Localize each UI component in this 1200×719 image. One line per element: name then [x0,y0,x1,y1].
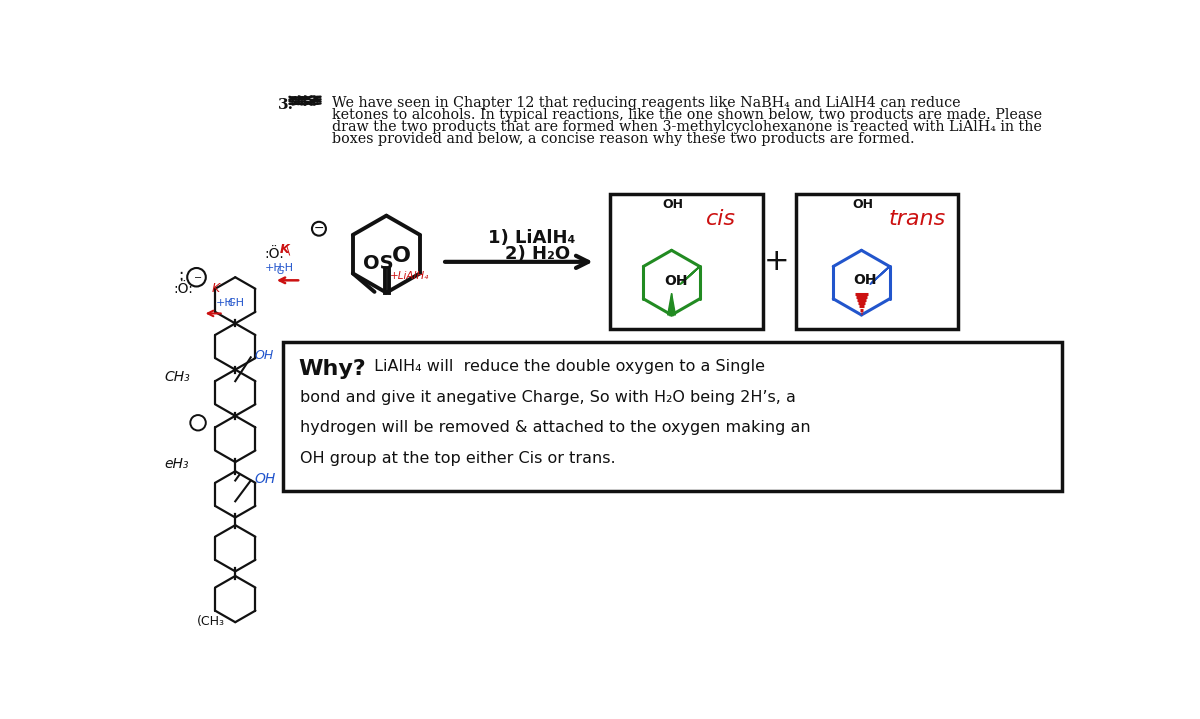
Bar [283,342,1062,490]
Text: :Ö:: :Ö: [173,282,193,296]
Text: K: K [212,282,221,295]
Text: ·: · [179,271,184,289]
Circle shape [187,268,206,286]
Text: eH₃: eH₃ [164,457,188,470]
Text: bond and give it anegative Charge, So with H₂O being 2H’s, a: bond and give it anegative Charge, So wi… [300,390,797,405]
Text: ketones to alcohols. In typical reactions, like the one shown below, two product: ketones to alcohols. In typical reaction… [332,109,1043,122]
Text: 2) H₂O: 2) H₂O [505,245,570,263]
Text: OH: OH [662,198,683,211]
Text: OH group at the top either Cis or trans.: OH group at the top either Cis or trans. [300,452,616,466]
Text: −: − [194,273,203,283]
Bar [610,194,763,329]
Text: 1) LiAlH₄: 1) LiAlH₄ [488,229,575,247]
Text: +H: +H [265,263,282,273]
Circle shape [312,221,326,236]
Text: −: − [313,222,324,235]
Text: cis: cis [707,209,737,229]
Text: OH: OH [254,472,276,486]
Polygon shape [667,293,676,315]
Text: ·: · [179,265,184,283]
Text: draw the two products that are formed when 3-methylcyclohexanone is reacted with: draw the two products that are formed wh… [332,120,1042,134]
Text: OH: OH [254,349,274,362]
Text: O: O [391,247,410,267]
Text: CH₃: CH₃ [164,370,190,385]
Text: K: K [281,243,290,256]
Text: +: + [764,247,790,276]
Text: ·H: ·H [233,298,245,308]
Text: hydrogen will be removed & attached to the oxygen making an: hydrogen will be removed & attached to t… [300,421,811,436]
Text: OH: OH [664,274,688,288]
Text: OH: OH [852,198,874,211]
Text: We have seen in Chapter 12 that reducing reagents like NaBH₄ and LiAlH4 can redu: We have seen in Chapter 12 that reducing… [332,96,961,110]
Text: G: G [276,267,284,277]
Text: Why?: Why? [299,359,366,379]
Text: 3.: 3. [278,98,294,112]
Text: :Ö:: :Ö: [265,247,284,261]
Text: (CH₃: (CH₃ [197,615,224,628]
Text: +LiAlH₄: +LiAlH₄ [390,271,430,281]
Text: trans: trans [888,209,946,229]
Text: boxes provided and below, a concise reason why these two products are formed.: boxes provided and below, a concise reas… [332,132,914,146]
Bar [796,194,959,329]
Text: G: G [228,298,235,308]
Circle shape [191,415,206,431]
Text: OH: OH [853,273,877,288]
Text: +H: +H [216,298,234,308]
Text: \: \ [286,243,290,256]
Text: OS: OS [364,254,394,273]
Text: ·H: ·H [282,263,294,273]
Text: LiAlH₄ will  reduce the double oxygen to a Single: LiAlH₄ will reduce the double oxygen to … [368,359,764,374]
